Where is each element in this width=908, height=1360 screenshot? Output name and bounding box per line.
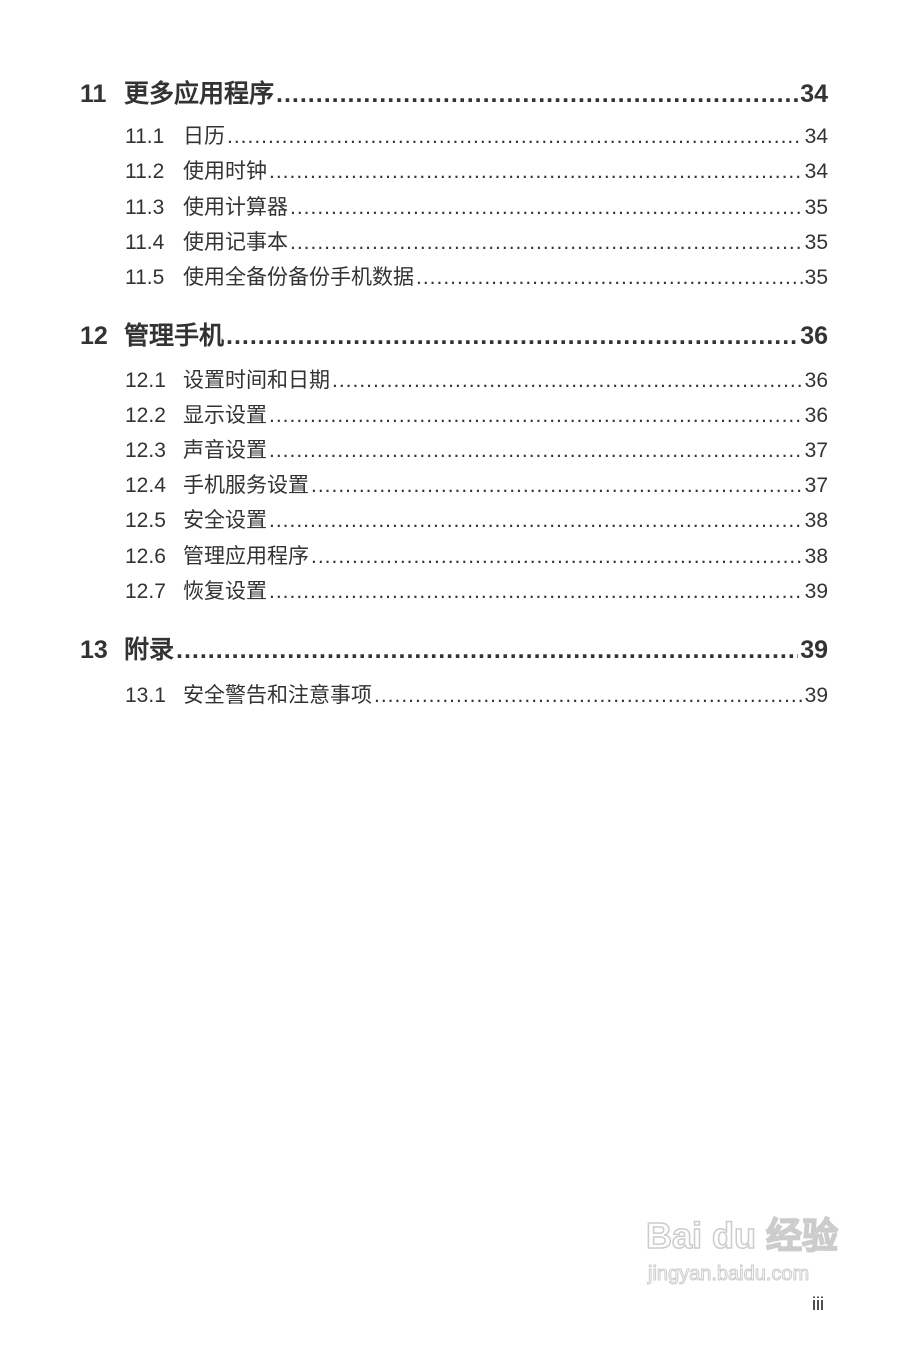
entry-page: 35: [804, 231, 828, 254]
entry-page: 38: [804, 509, 828, 532]
baidu-watermark-logo: Bai du 经验: [645, 1215, 839, 1257]
dot-leader: [269, 158, 803, 186]
dot-leader: [269, 402, 803, 430]
entry-number: 12.6: [125, 545, 166, 568]
entry-number: 13: [80, 636, 108, 664]
entry-title: 使用记事本: [183, 231, 288, 254]
dot-leader: [416, 264, 803, 292]
entry-number: 12.1: [125, 369, 166, 392]
entry-number: 11.3: [125, 196, 165, 219]
entry-number: 12.7: [125, 580, 166, 603]
entry-title: 使用计算器: [183, 196, 288, 219]
toc-section[interactable]: 12.5 安全设置 38: [125, 507, 828, 535]
entry-page: 39: [804, 580, 828, 603]
entry-page: 36: [800, 322, 828, 350]
entry-title: 设置时间和日期: [183, 369, 330, 392]
toc-section[interactable]: 11.1 日历 34: [125, 123, 828, 151]
toc-chapter[interactable]: 13 附录 39: [80, 634, 828, 666]
entry-title: 更多应用程序: [124, 80, 275, 108]
entry-number: 12.3: [125, 439, 166, 462]
entry-title: 显示设置: [183, 404, 267, 427]
entry-title: 手机服务设置: [183, 474, 309, 497]
dot-leader: [269, 578, 803, 606]
toc-section[interactable]: 11.5 使用全备份备份手机数据 35: [125, 264, 828, 292]
entry-number: 11.2: [125, 160, 165, 183]
dot-leader: [374, 682, 803, 710]
toc-section[interactable]: 12.2 显示设置 36: [125, 402, 828, 430]
dot-leader: [311, 472, 803, 500]
entry-number: 11.5: [125, 266, 165, 289]
entry-page: 37: [804, 474, 828, 497]
baidu-watermark-url: jingyan.baidu.com: [647, 1263, 810, 1286]
dot-leader: [226, 320, 798, 352]
entry-title: 管理手机: [124, 322, 225, 350]
entry-number: 11.1: [125, 125, 165, 148]
entry-page: 39: [800, 636, 828, 664]
entry-page: 34: [804, 125, 828, 148]
entry-title: 日历: [183, 125, 225, 148]
entry-number: 12.2: [125, 404, 166, 427]
dot-leader: [176, 634, 798, 666]
toc-section[interactable]: 13.1 安全警告和注意事项 39: [125, 682, 828, 710]
entry-title: 使用全备份备份手机数据: [183, 266, 414, 289]
toc-section[interactable]: 11.2 使用时钟 34: [125, 158, 828, 186]
entry-page: 38: [804, 545, 828, 568]
toc-section[interactable]: 12.3 声音设置 37: [125, 437, 828, 465]
toc-section[interactable]: 11.3 使用计算器 35: [125, 194, 828, 222]
entry-title: 安全警告和注意事项: [183, 684, 372, 707]
entry-title: 管理应用程序: [183, 545, 309, 568]
entry-page: 35: [804, 266, 828, 289]
dot-leader: [269, 437, 803, 465]
entry-title: 使用时钟: [183, 160, 267, 183]
toc-section[interactable]: 12.6 管理应用程序 38: [125, 543, 828, 571]
entry-title: 恢复设置: [183, 580, 267, 603]
toc-chapter[interactable]: 11 更多应用程序 34: [80, 78, 828, 110]
toc-section[interactable]: 12.7 恢复设置 39: [125, 578, 828, 606]
dot-leader: [269, 507, 803, 535]
entry-number: 12.5: [125, 509, 166, 532]
entry-title: 附录: [124, 636, 175, 664]
dot-leader: [227, 123, 803, 151]
entry-title: 安全设置: [183, 509, 267, 532]
dot-leader: [290, 229, 803, 257]
entry-number: 11.4: [125, 231, 165, 254]
dot-leader: [311, 543, 803, 571]
entry-page: 36: [804, 404, 828, 427]
dot-leader: [276, 78, 798, 110]
entry-number: 12: [80, 322, 108, 350]
toc-chapter[interactable]: 12 管理手机 36: [80, 320, 828, 352]
toc-section[interactable]: 12.4 手机服务设置 37: [125, 472, 828, 500]
entry-number: 12.4: [125, 474, 166, 497]
entry-title: 声音设置: [183, 439, 267, 462]
entry-page: 39: [804, 684, 828, 707]
entry-page: 35: [804, 196, 828, 219]
toc-section[interactable]: 12.1 设置时间和日期 36: [125, 367, 828, 395]
toc-section[interactable]: 11.4 使用记事本 35: [125, 229, 828, 257]
dot-leader: [290, 194, 803, 222]
entry-page: 34: [804, 160, 828, 183]
page-number: iii: [812, 1294, 824, 1314]
entry-number: 13.1: [125, 684, 166, 707]
entry-number: 11: [80, 80, 107, 108]
entry-page: 37: [804, 439, 828, 462]
entry-page: 36: [804, 369, 828, 392]
dot-leader: [332, 367, 803, 395]
entry-page: 34: [800, 80, 828, 108]
